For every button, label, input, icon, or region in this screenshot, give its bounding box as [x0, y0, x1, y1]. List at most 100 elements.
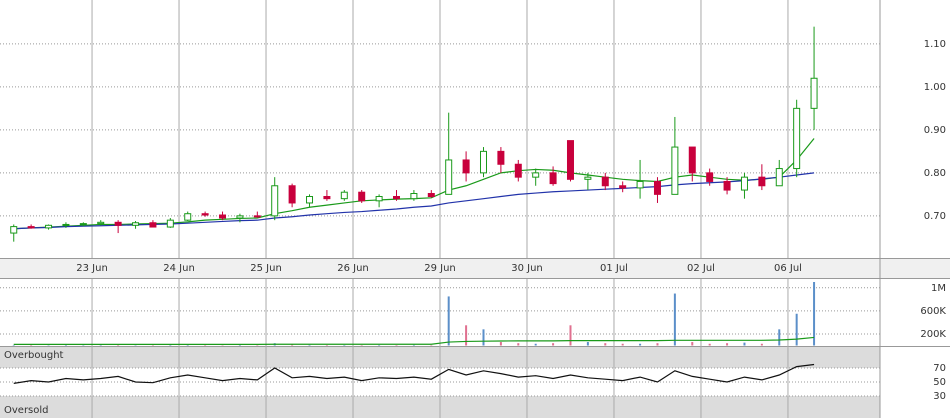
y-tick-label: 600K [920, 306, 946, 317]
y-tick-label: 0.80 [924, 168, 946, 179]
candle-body [79, 223, 87, 226]
candle-body [723, 180, 731, 191]
x-tick-label: 23 Jun [76, 263, 108, 274]
candle-body [775, 168, 783, 187]
y-tick-label: 0.70 [924, 211, 946, 222]
candle-body [393, 196, 401, 200]
volume-bar [12, 344, 15, 346]
volume-bar [169, 344, 172, 346]
y-tick-label: 1.00 [924, 82, 946, 93]
candle-body [358, 191, 366, 202]
candle-body [114, 221, 122, 226]
candle-body [584, 176, 592, 180]
candle-body [375, 196, 383, 202]
candle-body [132, 222, 140, 226]
volume-bar [813, 282, 816, 346]
candle-body [532, 172, 540, 178]
candle-body [219, 214, 227, 219]
candle-body [288, 185, 296, 204]
volume-bar [291, 344, 294, 346]
candle-body [271, 185, 279, 217]
candle-body [810, 77, 818, 109]
date-strip [0, 259, 950, 278]
candle-body [671, 146, 679, 195]
y-tick-label: 70 [933, 363, 946, 374]
x-tick-label: 06 Jul [774, 263, 802, 274]
volume-bar [117, 344, 120, 346]
candle-body [340, 191, 348, 200]
candle-body [149, 222, 157, 228]
x-tick-label: 25 Jun [250, 263, 282, 274]
candle-body [619, 185, 627, 189]
candle-body [514, 163, 522, 178]
candle-body [445, 159, 453, 195]
volume-bar [465, 325, 468, 346]
volume-bar [308, 344, 311, 346]
volume-bar [726, 343, 729, 346]
candle-body [236, 215, 244, 219]
volume-bar [343, 344, 346, 346]
candle-body [758, 176, 766, 187]
candle-body [166, 219, 174, 228]
x-tick-label: 26 Jun [337, 263, 369, 274]
x-tick-label: 29 Jun [424, 263, 456, 274]
volume-bar [778, 329, 781, 346]
y-tick-label: 200K [920, 329, 946, 340]
volume-bar [743, 342, 746, 346]
y-tick-label: 30 [933, 391, 946, 402]
oversold-label: Oversold [4, 405, 49, 416]
x-tick-label: 02 Jul [687, 263, 715, 274]
candle-body [497, 150, 505, 165]
candle-body [427, 193, 435, 198]
candle-body [45, 224, 53, 229]
y-tick-label: 50 [933, 377, 946, 388]
y-tick-label: 1M [931, 283, 946, 294]
candle-body [201, 213, 209, 216]
volume-bar [64, 344, 67, 346]
candle-body [97, 221, 105, 225]
volume-average [13, 336, 815, 345]
volume-bar [708, 343, 711, 346]
candle-body [410, 193, 418, 200]
y-tick-label: 1.10 [924, 39, 946, 50]
moving-average [13, 172, 815, 230]
volume-bar [569, 325, 572, 346]
candle-body [306, 196, 314, 204]
volume-bar [186, 344, 189, 346]
volume-bar [586, 342, 589, 346]
candle-body [688, 146, 696, 174]
volume-bar [621, 343, 624, 346]
candle-body [10, 226, 18, 234]
candle-body [636, 180, 644, 189]
y-tick-label: 0.90 [924, 125, 946, 136]
candle-body [62, 223, 70, 226]
volume-bar [760, 343, 763, 346]
candle-body [253, 215, 261, 218]
x-tick-label: 24 Jun [163, 263, 195, 274]
volume-bar [534, 343, 537, 346]
candle-body [184, 213, 192, 221]
volume-bar [604, 343, 607, 346]
candle-body [706, 172, 714, 182]
candle-body [27, 226, 35, 229]
rsi-line [13, 363, 815, 384]
volume-bar [795, 313, 798, 346]
volume-bar [639, 343, 642, 346]
volume-bar [691, 342, 694, 346]
volume-bar [412, 344, 415, 346]
candle-body [549, 172, 557, 185]
x-tick-label: 30 Jun [511, 263, 543, 274]
volume-bar [499, 342, 502, 346]
volume-bar [325, 344, 328, 346]
volume-bar [517, 343, 520, 346]
candle-body [793, 107, 801, 170]
x-tick-label: 01 Jul [600, 263, 628, 274]
volume-bar [378, 344, 381, 346]
candle-body [566, 140, 574, 180]
volume-bar [482, 329, 485, 346]
volume-bar [552, 343, 555, 346]
volume-bar [656, 343, 659, 346]
volume-bar [395, 344, 398, 346]
candle-body [601, 176, 609, 187]
volume-bar [238, 344, 241, 346]
